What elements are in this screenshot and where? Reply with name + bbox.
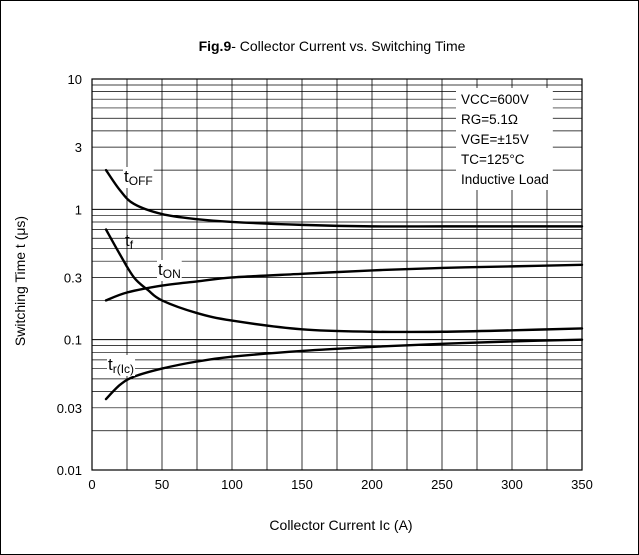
plot-border [91, 78, 583, 471]
series-line-2 [104, 263, 584, 302]
chart-title-rest: - Collector Current vs. Switching Time [231, 38, 465, 54]
y-tick-label: 0.1 [64, 333, 82, 348]
series-label: tOFF [124, 167, 153, 188]
series-label: tON [158, 260, 181, 281]
y-tick-label: 10 [68, 72, 82, 87]
x-tick-label: 250 [431, 477, 453, 492]
y-axis-label: Switching Time t (μs) [12, 216, 28, 346]
x-tick-label: 0 [88, 477, 95, 492]
y-tick-label: 1 [75, 202, 82, 217]
chart-title-bold: Fig.9 [199, 38, 232, 54]
x-tick-label: 50 [155, 477, 169, 492]
x-tick-labels: 0 50 100 150 200 250 300 350 [88, 477, 592, 492]
series-label-background [157, 260, 182, 281]
condition-vge: VGE=±15V [461, 132, 529, 147]
y-tick-label: 0.03 [57, 401, 82, 416]
y-tick-label: 0.01 [57, 463, 82, 478]
series-line-1 [104, 228, 584, 334]
y-tick-labels: 0.01 0.03 0.1 0.3 1 3 10 [57, 72, 82, 478]
series-lines [104, 168, 584, 401]
x-axis-label: Collector Current Ic (A) [269, 517, 412, 533]
series-label-base: t [125, 231, 130, 250]
series-label-sub: ON [163, 267, 181, 281]
series-label-group: tr(Ic) [107, 355, 136, 376]
series-label-sub: f [130, 238, 134, 252]
series-label-group: tON [157, 260, 182, 281]
series-label: tr(Ic) [108, 355, 134, 376]
series-label-sub: OFF [129, 174, 153, 188]
x-tick-label: 350 [571, 477, 593, 492]
series-label-group: tOFF [123, 167, 154, 188]
x-tick-label: 100 [221, 477, 243, 492]
series-label-background [107, 355, 136, 376]
condition-vcc: VCC=600V [461, 92, 529, 107]
series-label: tf [125, 231, 134, 252]
condition-load: Inductive Load [461, 172, 549, 187]
conditions-box: VCC=600V RG=5.1Ω VGE=±15V TC=125°C Induc… [456, 88, 553, 190]
y-tick-label: 3 [75, 140, 82, 155]
chart-title: Fig.9- Collector Current vs. Switching T… [199, 38, 466, 54]
y-tick-label: 0.3 [64, 270, 82, 285]
series-label-base: t [158, 260, 163, 279]
series-label-base: t [108, 355, 113, 374]
conditions-background [456, 88, 553, 190]
condition-rg: RG=5.1Ω [461, 112, 518, 127]
series-line-3 [104, 338, 584, 401]
series-line-0 [104, 168, 584, 228]
x-tick-label: 300 [501, 477, 523, 492]
series-label-sub: r(Ic) [113, 362, 134, 376]
series-label-group: tf [125, 231, 134, 252]
x-tick-label: 200 [361, 477, 383, 492]
series-label-background [123, 167, 154, 188]
grid-lines [92, 79, 582, 470]
condition-tc: TC=125°C [461, 152, 525, 167]
series-label-base: t [124, 167, 129, 186]
x-tick-label: 150 [291, 477, 313, 492]
